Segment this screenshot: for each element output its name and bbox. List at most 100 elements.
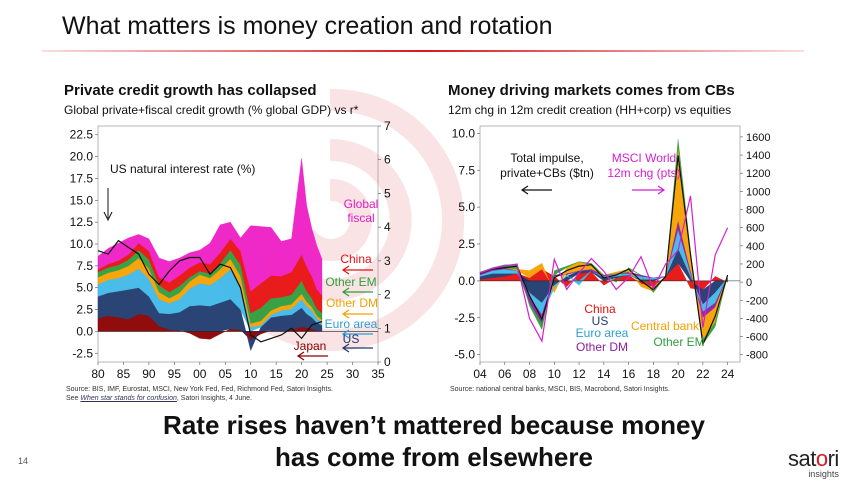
- y2-tick-label: -400: [746, 313, 768, 325]
- logo-word-a: sat: [788, 446, 816, 471]
- other-em-arrow: [341, 287, 373, 297]
- annotation-japan: Japan: [294, 339, 327, 353]
- y2-tick-label: -200: [746, 295, 768, 307]
- y-tick-label: 5.0: [76, 281, 93, 295]
- china-arrow: [341, 265, 373, 275]
- annotation-china: China: [340, 252, 372, 266]
- y-tick-label: 2.5: [76, 303, 93, 317]
- right-source: Source: national central banks, MSCI, BI…: [450, 386, 670, 393]
- y-tick-label: 12.5: [70, 215, 94, 229]
- y2-tick-label: 6: [384, 153, 391, 167]
- y-tick-label: 22.5: [70, 128, 94, 142]
- y2-tick-label: 0: [746, 277, 752, 289]
- logo-word: satori: [788, 446, 839, 472]
- y2-tick-label: 3: [384, 254, 391, 268]
- left-source-link[interactable]: When star stands for confusion: [80, 395, 177, 402]
- annotation-us: US: [592, 314, 609, 328]
- x-tick-label: 12: [572, 367, 586, 381]
- japan-arrow: [296, 351, 328, 361]
- x-tick-label: 18: [647, 367, 661, 381]
- y2-tick-label: 400: [746, 241, 764, 253]
- left-source-post: , Satori Insights, 4 June.: [176, 395, 253, 402]
- euro-area-arrow: [341, 329, 373, 339]
- us-arrow: [341, 343, 373, 353]
- left-source-pre: See: [66, 395, 81, 402]
- y-tick-label: 7.5: [76, 259, 93, 273]
- right-chart-subtitle: 12m chg in 12m credit creation (HH+corp)…: [448, 103, 732, 117]
- annotation-msci_1: MSCI World: [612, 151, 676, 165]
- logo-word-b: o: [815, 446, 828, 471]
- x-tick-label: 20: [295, 367, 309, 381]
- title-rule: [42, 50, 804, 52]
- x-tick-label: 15: [270, 367, 284, 381]
- y-tick-label: 5.0: [458, 200, 475, 214]
- bottom-line-2: has come from elsewhere: [275, 442, 593, 472]
- y2-tick-label: -800: [746, 350, 768, 362]
- y2-tick-label: 600: [746, 223, 764, 235]
- y2-tick-label: 800: [746, 205, 764, 217]
- annotation-other_em: Other EM: [325, 275, 376, 289]
- right-chart-title: Money driving markets comes from CBs: [448, 82, 735, 99]
- bottom-line-1: Rate rises haven’t mattered because mone…: [163, 410, 705, 440]
- annotation-china: China: [584, 302, 616, 316]
- x-tick-label: 08: [523, 367, 537, 381]
- x-tick-label: 30: [346, 367, 360, 381]
- annotation-other_dm: Other DM: [576, 340, 628, 354]
- y2-tick-label: 0: [384, 355, 391, 369]
- y-tick-label: 10.0: [452, 126, 476, 140]
- y-tick-label: 17.5: [70, 171, 94, 185]
- x-tick-label: 22: [696, 367, 710, 381]
- x-tick-label: 10: [244, 367, 258, 381]
- satori-logo: satori insights: [788, 446, 839, 479]
- y-tick-label: -5.0: [454, 348, 475, 362]
- y-tick-label: 20.0: [70, 150, 94, 164]
- x-tick-label: 14: [597, 367, 611, 381]
- logo-word-c: ri: [827, 446, 840, 471]
- y2-tick-label: 1: [384, 321, 391, 335]
- annotation-central_bank: Central bank: [631, 319, 700, 333]
- annotation-global_fiscal_1: Global: [344, 197, 379, 211]
- line-us-natural-interest-rate: [97, 239, 323, 343]
- x-tick-label: 85: [117, 367, 131, 381]
- y2-tick-label: -600: [746, 332, 768, 344]
- y2-tick-label: 1400: [746, 150, 770, 162]
- annotation-global_fiscal_2: fiscal: [347, 211, 374, 225]
- left-chart-title: Private credit growth has collapsed: [64, 82, 317, 99]
- natural-rate-arrow-head: [103, 211, 113, 222]
- x-tick-label: 04: [473, 367, 487, 381]
- annotation-other_em: Other EM: [653, 335, 704, 349]
- left-chart: -2.5 0.0 2.5 5.0 7.5 10.0 12.5 15.0 17.5 20.0 22.5…: [70, 119, 391, 381]
- annotation-us: US: [343, 332, 360, 346]
- other-dm-arrow: [341, 309, 373, 319]
- y2-tick-label: 1600: [746, 132, 770, 144]
- y-tick-label: 0.0: [458, 274, 475, 288]
- area-global-fiscal: [97, 158, 323, 297]
- y2-tick-label: 7: [384, 119, 391, 133]
- x-tick-label: 10: [548, 367, 562, 381]
- right-chart: -5.0 -2.5 0.0 2.5 5.0 7.5 10.0 -800 -600 -400 -200…: [452, 125, 770, 381]
- line-msci-world-12m-chg-pts: [479, 195, 729, 343]
- left-source-line2: See When star stands for confusion, Sato…: [66, 394, 333, 403]
- annotation-msci_2: 12m chg (pts): [607, 166, 680, 180]
- x-tick-label: 24: [721, 367, 735, 381]
- msci-arrow: [632, 185, 666, 195]
- y-tick-label: -2.5: [72, 346, 93, 360]
- line-total-impulse-private-cbs-tn: [479, 155, 729, 347]
- y-tick-label: 15.0: [70, 193, 94, 207]
- x-tick-label: 90: [142, 367, 156, 381]
- impulse-arrow: [520, 185, 552, 195]
- annotation-impulse_2: private+CBs ($tn): [500, 166, 594, 180]
- y-tick-label: 10.0: [70, 237, 94, 251]
- x-tick-label: 95: [168, 367, 182, 381]
- y2-tick-label: 2: [384, 288, 391, 302]
- x-tick-label: 35: [371, 367, 385, 381]
- annotation-impulse_1: Total impulse,: [510, 151, 583, 165]
- x-tick-label: 06: [498, 367, 512, 381]
- logo-sub: insights: [808, 469, 839, 479]
- x-tick-label: 25: [320, 367, 334, 381]
- slide-title: What matters is money creation and rotat…: [62, 12, 553, 40]
- x-tick-label: 00: [193, 367, 207, 381]
- y-tick-label: -2.5: [454, 311, 475, 325]
- annotation-euro_area: Euro area: [576, 326, 629, 340]
- x-tick-label: 16: [622, 367, 636, 381]
